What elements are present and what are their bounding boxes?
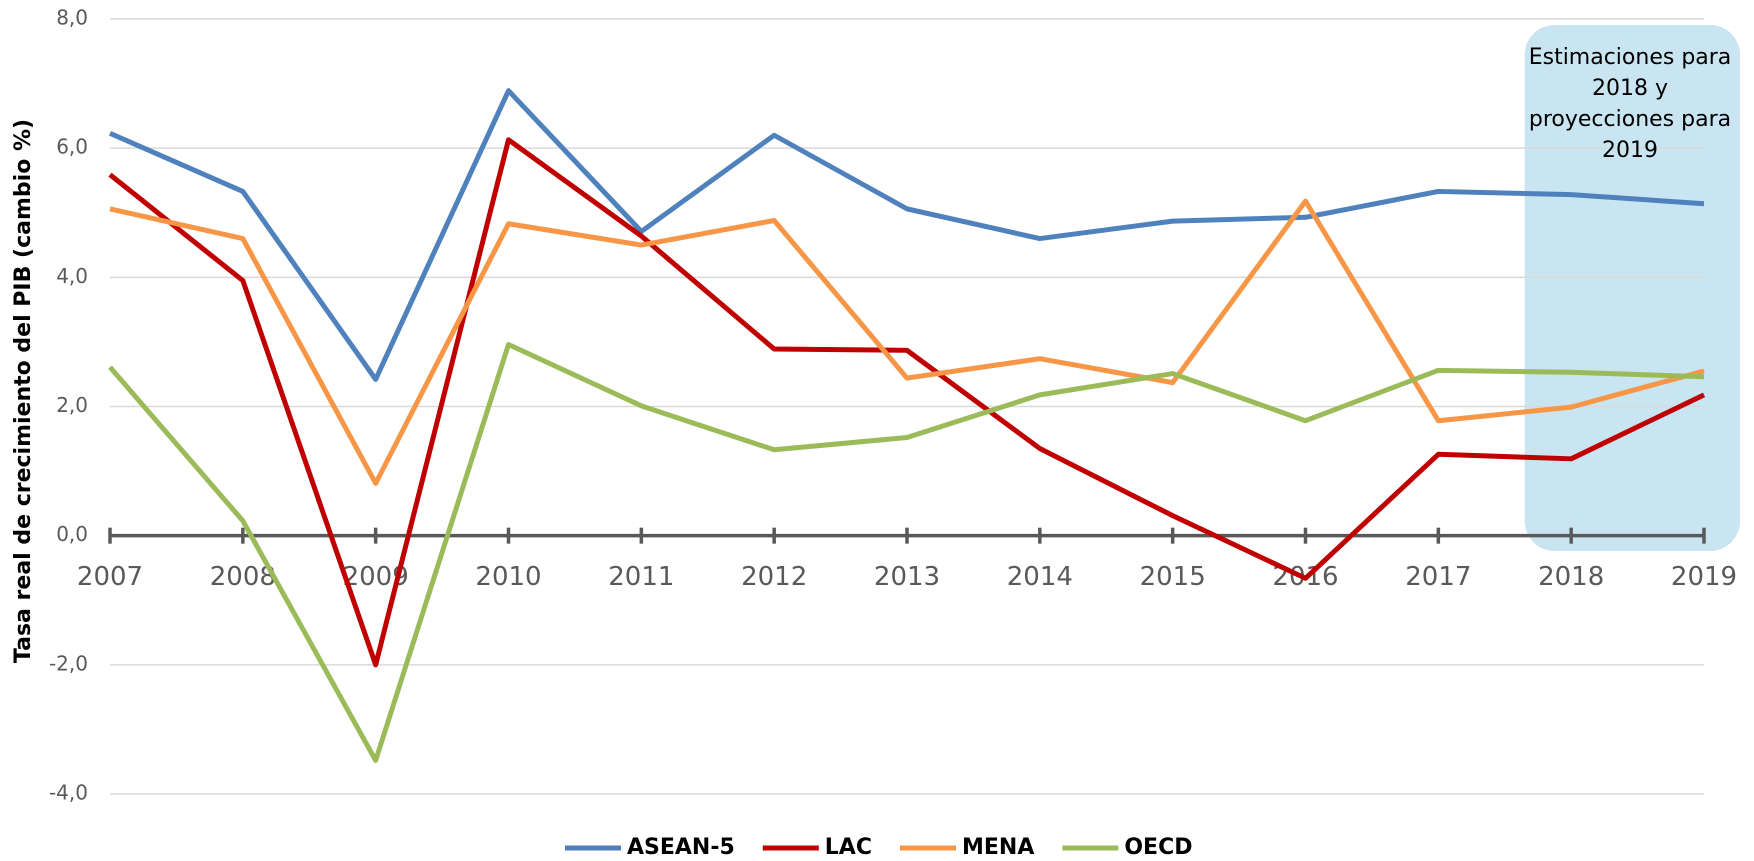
y-tick-label: 8,0 — [56, 6, 88, 30]
x-tick-label: 2014 — [1007, 562, 1073, 592]
x-tick-label: 2008 — [210, 562, 276, 592]
annotation: proyecciones para — [1529, 107, 1731, 132]
x-tick-label: 2007 — [77, 562, 143, 592]
annotation: 2018 y — [1592, 76, 1668, 101]
legend-label: MENA — [962, 835, 1034, 860]
x-tick-label: 2011 — [608, 562, 674, 592]
x-tick-label: 2017 — [1405, 562, 1471, 592]
y-tick-label: 0,0 — [56, 522, 88, 546]
x-tick-label: 2018 — [1538, 562, 1604, 592]
y-tick-label: 2,0 — [56, 393, 88, 417]
series-line — [109, 198, 1705, 486]
series-line — [108, 88, 1705, 382]
y-tick-label: -4,0 — [49, 781, 88, 805]
y-tick-label: -2,0 — [49, 651, 88, 675]
series-line — [108, 342, 1705, 763]
annotation: 2019 — [1602, 138, 1658, 163]
annotation: Estimaciones para — [1529, 45, 1732, 70]
legend: ASEAN-5 LAC MENA OECD — [565, 835, 1192, 860]
legend-label: ASEAN-5 — [627, 835, 735, 860]
x-tick-label: 2019 — [1671, 562, 1737, 592]
projection-highlight — [1524, 25, 1740, 551]
x-tick-label: 2012 — [741, 562, 807, 592]
x-tick-label: 2013 — [874, 562, 940, 592]
legend-label: OECD — [1124, 835, 1192, 860]
x-tick-label: 2015 — [1140, 562, 1206, 592]
y-tick-label: 6,0 — [56, 135, 88, 159]
y-axis-label: Tasa real de crecimiento del PIB (cambio… — [11, 119, 36, 663]
legend-label: LAC — [825, 835, 872, 860]
series-line — [108, 137, 1706, 668]
y-tick-label: 4,0 — [56, 264, 88, 288]
x-tick-label: 2010 — [475, 562, 541, 592]
